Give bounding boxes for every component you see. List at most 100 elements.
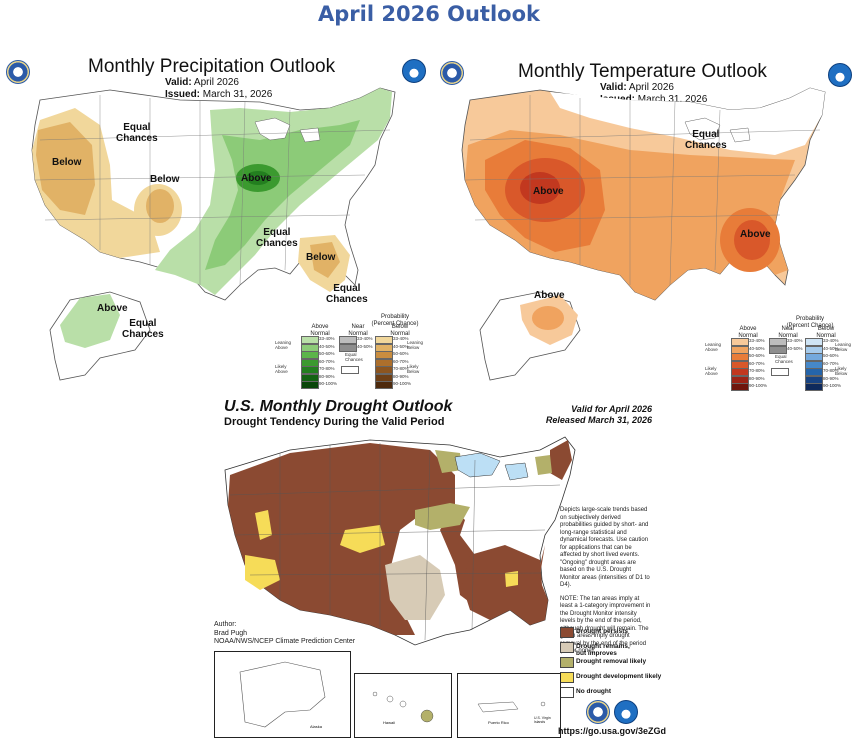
temp-legend-above-range: 40-50% bbox=[749, 345, 765, 351]
hawaii-inset-map bbox=[372, 691, 434, 723]
legend-likely-below: Likely Below bbox=[407, 364, 420, 374]
precip-label-equal-chances-ak: Equal Chances bbox=[122, 318, 164, 340]
drought-legend: Drought persists Drought remains, but imp… bbox=[560, 627, 662, 707]
hawaii-inset: Hawaii bbox=[354, 673, 452, 738]
precip-legend-above-range: 80-90% bbox=[319, 373, 335, 379]
author-label: Author: bbox=[214, 621, 237, 628]
drought-persists-southeast bbox=[462, 545, 548, 625]
drought-valid: Valid for April 2026 Released March 31, … bbox=[540, 404, 652, 426]
temp-se-inner bbox=[734, 220, 770, 260]
precip-label-equal-chances-fl: Equal Chances bbox=[326, 283, 368, 305]
temp-legend-above-range: 80-90% bbox=[749, 375, 765, 381]
drought-legend-label: Drought development likely bbox=[576, 673, 662, 680]
alaska-inset-label: Alaska bbox=[310, 724, 323, 729]
temp-legend-above-range: 90-100% bbox=[749, 383, 768, 388]
noaa-logo-icon bbox=[828, 63, 852, 87]
legend-title: Probability (Percent Chance) bbox=[786, 316, 834, 329]
drought-legend-swatch bbox=[560, 672, 574, 683]
drought-legend-swatch bbox=[560, 642, 574, 653]
legend-col-above: Above Normal bbox=[738, 326, 758, 339]
precip-legend-above-range: 33-40% bbox=[319, 336, 335, 341]
legend-likely-below: Likely Below bbox=[835, 366, 848, 376]
legend-col-near: Near Normal bbox=[778, 326, 798, 339]
precip-legend-near-range: 33-40% bbox=[357, 336, 373, 341]
temp-legend-below-range: 50-60% bbox=[823, 353, 839, 358]
drought-outlook-panel: U.S. Monthly Drought Outlook Drought Ten… bbox=[200, 395, 666, 740]
precip-legend: Probability (Percent Chance) Above Norma… bbox=[275, 314, 425, 390]
drought-url[interactable]: https://go.usa.gov/3eZGd bbox=[558, 726, 667, 736]
precip-above-band-mid bbox=[205, 120, 360, 270]
legend-leaning-above: Leaning Above bbox=[705, 342, 722, 352]
precip-label-equal-chances-north: Equal Chances bbox=[116, 122, 158, 144]
drought-improves-central bbox=[385, 555, 445, 620]
temp-legend-above-swatch bbox=[731, 383, 749, 391]
noaa-logo-icon bbox=[402, 59, 426, 83]
puerto-rico-inset-label: Puerto Rico bbox=[488, 720, 509, 725]
precip-below-southeast-strong bbox=[310, 242, 340, 278]
precipitation-outlook-panel: Monthly Precipitation Outlook Valid: Apr… bbox=[0, 30, 430, 392]
precip-legend-above-range: 90-100% bbox=[319, 381, 338, 386]
drought-description-text: Depicts large-scale trends based on subj… bbox=[560, 507, 650, 588]
drought-persists-northeast bbox=[550, 440, 572, 480]
precip-legend-near-swatch bbox=[339, 343, 357, 352]
drought-development-nw bbox=[255, 510, 272, 540]
commerce-seal-icon bbox=[6, 60, 30, 84]
legend-equal-chances: Equal Chances bbox=[775, 354, 793, 364]
temp-legend-below-range: 33-40% bbox=[823, 338, 839, 343]
drought-released: Released March 31, 2026 bbox=[545, 415, 652, 425]
precip-map bbox=[31, 87, 396, 381]
drought-legend-label: No drought bbox=[576, 688, 612, 695]
temp-valid: Valid: April 2026 bbox=[600, 82, 674, 93]
commerce-seal-icon bbox=[440, 61, 464, 85]
puerto-rico-inset-map bbox=[477, 701, 546, 713]
legend-leaning-above: Leaning Above bbox=[275, 340, 292, 350]
legend-col-below: Below Normal bbox=[390, 324, 410, 337]
drought-author: Author: Brad Pugh NOAA/NWS/NCEP Climate … bbox=[214, 621, 355, 647]
precip-label-above-alaska: Above bbox=[97, 303, 128, 314]
drought-valid-for: Valid for April 2026 bbox=[571, 404, 652, 414]
page-title: April 2026 Outlook bbox=[318, 2, 540, 26]
author-org: NOAA/NWS/NCEP Climate Prediction Center bbox=[214, 638, 356, 645]
drought-legend-swatch bbox=[560, 657, 574, 668]
precip-label-above-midwest: Above bbox=[241, 173, 272, 184]
temp-label-above-southeast: Above bbox=[740, 229, 771, 240]
drought-removal-dakotas bbox=[435, 450, 462, 473]
temp-legend-below-range: 90-100% bbox=[823, 383, 842, 388]
precip-above-core-inner bbox=[246, 171, 270, 185]
precip-legend-above-range: 50-60% bbox=[319, 351, 335, 356]
temp-map-title: Monthly Temperature Outlook bbox=[518, 61, 767, 82]
precip-legend-below-range: 33-40% bbox=[393, 336, 409, 341]
temp-legend-below-range: 40-50% bbox=[823, 345, 839, 351]
drought-note-text: NOTE: The tan areas imply at least a 1-c… bbox=[560, 595, 651, 655]
precip-great-lakes bbox=[254, 117, 321, 143]
precip-legend-above-range: 40-50% bbox=[319, 343, 335, 349]
precip-label-below-west: Below bbox=[52, 157, 82, 168]
precip-below-west-strong bbox=[36, 122, 95, 215]
temp-map bbox=[461, 87, 826, 381]
temp-legend-below-range: 60-70% bbox=[823, 360, 839, 366]
temp-legend-above-range: 50-60% bbox=[749, 353, 765, 358]
temp-legend-above-range: 60-70% bbox=[749, 360, 765, 366]
precip-legend-below-range: 90-100% bbox=[393, 381, 412, 386]
precip-map-title: Monthly Precipitation Outlook bbox=[88, 56, 336, 77]
precip-label-below-southeast: Below bbox=[306, 252, 336, 263]
precip-label-equal-chances-south: Equal Chances bbox=[256, 227, 298, 249]
drought-legend-swatch bbox=[560, 687, 574, 698]
author-name: Brad Pugh bbox=[214, 629, 248, 637]
temp-legend-near-swatch bbox=[769, 345, 787, 354]
precip-valid: Valid: April 2026 bbox=[165, 77, 239, 88]
drought-legend-label: Drought remains, but improves bbox=[576, 643, 630, 657]
legend-col-near: Near Normal bbox=[348, 324, 368, 337]
drought-state-lines bbox=[229, 443, 561, 641]
hawaii-inset-label: Hawaii bbox=[383, 720, 396, 725]
drought-great-lakes bbox=[454, 452, 529, 481]
precip-legend-below-swatch bbox=[375, 381, 393, 389]
temperature-outlook-panel: Monthly Temperature Outlook Valid: April… bbox=[430, 30, 858, 392]
precip-legend-above-swatch bbox=[301, 381, 319, 389]
drought-removal-midwest bbox=[415, 503, 470, 530]
temp-legend-near-range: 33-40% bbox=[787, 338, 803, 343]
legend-leaning-below: Leaning Below bbox=[407, 340, 424, 350]
precip-legend-above-range: 70-80% bbox=[319, 366, 335, 371]
precip-legend-below-range: 40-50% bbox=[393, 343, 409, 349]
precip-legend-above-range: 60-70% bbox=[319, 358, 335, 364]
